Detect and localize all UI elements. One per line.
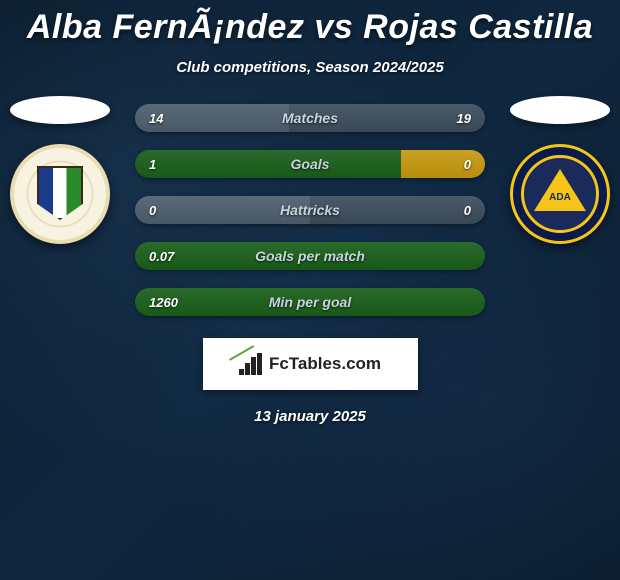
stat-bar-track xyxy=(135,104,485,132)
club-crest-left-shield xyxy=(37,166,83,220)
player-right-placeholder-oval xyxy=(510,96,610,124)
stat-bar-left-fill xyxy=(135,150,401,178)
club-crest-left xyxy=(10,144,110,244)
stat-bars-container: 14Matches19 1Goals0 0Hattricks0 0.07Goals p… xyxy=(135,104,485,316)
stat-left-value: 0.07 xyxy=(135,249,188,264)
brand-text: FcTables.com xyxy=(269,354,381,374)
page-title: Alba FernÃ¡ndez vs Rojas Castilla xyxy=(0,0,620,47)
footer-date: 13 january 2025 xyxy=(0,408,620,425)
stat-left-value: 0 xyxy=(135,203,170,218)
stat-row: 0Hattricks0 xyxy=(135,196,485,224)
brand-chart-icon xyxy=(239,353,265,375)
stat-row: 1260Min per goal xyxy=(135,288,485,316)
stat-left-value: 1 xyxy=(135,157,170,172)
stat-right-value: 19 xyxy=(443,111,485,126)
club-crest-right-inner: ADA xyxy=(521,155,599,233)
stat-row: 1Goals0 xyxy=(135,150,485,178)
club-crest-right: ADA xyxy=(510,144,610,244)
brand-box[interactable]: FcTables.com xyxy=(203,338,418,390)
subtitle: Club competitions, Season 2024/2025 xyxy=(0,59,620,76)
player-left-column xyxy=(0,96,120,244)
stat-row: 0.07Goals per match xyxy=(135,242,485,270)
stat-bar-track xyxy=(135,150,485,178)
player-right-column: ADA xyxy=(500,96,620,244)
club-crest-right-triangle xyxy=(534,169,586,211)
stat-right-value: 0 xyxy=(450,203,485,218)
stat-bar-track xyxy=(135,196,485,224)
stat-right-value: 0 xyxy=(450,157,485,172)
club-crest-right-text: ADA xyxy=(549,192,571,203)
player-left-placeholder-oval xyxy=(10,96,110,124)
comparison-panel: ADA 14Matches19 1Goals0 0Hattricks0 0.07Goa… xyxy=(0,104,620,425)
stat-row: 14Matches19 xyxy=(135,104,485,132)
stat-left-value: 1260 xyxy=(135,295,192,310)
stat-left-value: 14 xyxy=(135,111,177,126)
